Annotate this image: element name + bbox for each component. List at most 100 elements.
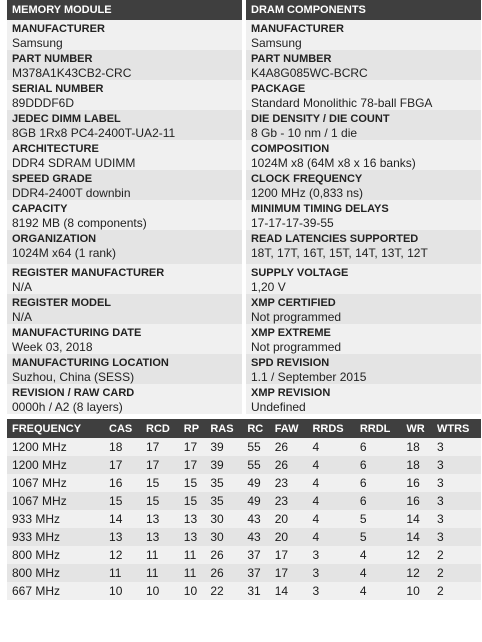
dram-components-field-value: 1.1 / September 2015 [251,370,367,384]
timing-cell: 4 [307,438,355,456]
timing-cell: 17 [178,456,206,474]
dram-components-field: MINIMUM TIMING DELAYS 17-17-17-39-55 [246,200,481,230]
timing-row: 800 MHz 12 11 11 26 37 17 3 4 12 2 [7,546,481,564]
memory-module-field: MANUFACTURING LOCATION Suzhou, China (SES… [7,354,242,384]
timing-cell: 3 [431,456,481,474]
memory-module-field-label: SERIAL NUMBER [12,83,104,95]
timing-cell: 800 MHz [7,564,105,582]
timing-cell: 39 [205,438,243,456]
timing-cell: 3 [307,546,355,564]
timing-row: 1200 MHz 18 17 17 39 55 26 4 6 18 3 [7,438,481,456]
timing-cell: 15 [178,492,206,510]
dram-components-field-label: DIE DENSITY / DIE COUNT [251,113,390,125]
memory-module-heading: MEMORY MODULE [7,0,242,20]
dram-components-field-value: 18T, 17T, 16T, 15T, 14T, 13T, 12T [251,246,428,260]
memory-module-field-label: PART NUMBER [12,53,93,65]
dram-components-field: XMP EXTREME Not programmed [246,324,481,354]
dram-components-field-label: XMP EXTREME [251,327,331,339]
dram-components-field: COMPOSITION 1024M x8 (64M x8 x 16 banks) [246,140,481,170]
timing-cell: 35 [205,492,243,510]
timing-cell: 4 [307,474,355,492]
timing-cell: 2 [431,564,481,582]
memory-module-field: SERIAL NUMBER 89DDDF6D [7,80,242,110]
memory-module-field-value: M378A1K43CB2-CRC [12,66,132,80]
timing-cell: 30 [205,510,243,528]
timing-row: 933 MHz 14 13 13 30 43 20 4 5 14 3 [7,510,481,528]
timing-cell: 14 [401,528,432,546]
timing-cell: 13 [141,510,179,528]
timing-cell: 14 [104,510,141,528]
timing-cell: 43 [242,528,270,546]
dram-components-field-value: 1,20 V [251,280,286,294]
memory-module-field-value: Week 03, 2018 [12,340,93,354]
dram-components-field: XMP REVISION Undefined [246,384,481,414]
timing-cell: 4 [307,528,355,546]
timing-cell: 49 [242,474,270,492]
timing-row: 667 MHz 10 10 10 22 31 14 3 4 10 2 [7,582,481,600]
memory-module-field: MANUFACTURER Samsung [7,20,242,50]
dram-components-field-value: K4A8G085WC-BCRC [251,66,368,80]
dram-components-field: SPD REVISION 1.1 / September 2015 [246,354,481,384]
dram-components-field-value: 8 Gb - 10 nm / 1 die [251,126,358,140]
timing-cell: 11 [104,564,141,582]
timing-cell: 11 [141,546,179,564]
timing-cell: 17 [269,564,308,582]
spd-info-panel: MEMORY MODULE MANUFACTURER Samsung PART NU… [7,0,481,600]
dram-components-field: XMP CERTIFIED Not programmed [246,294,481,324]
memory-module-field: REGISTER MANUFACTURER N/A [7,264,242,294]
timing-column-header: WTRS [431,419,481,438]
timing-column-header: CAS [104,419,141,438]
timing-cell: 1067 MHz [7,474,105,492]
timing-column-header: RRDL [354,419,402,438]
timing-cell: 667 MHz [7,582,105,600]
memory-module-field-value: N/A [12,280,33,294]
timing-cell: 17 [178,438,206,456]
memory-module-field: PART NUMBER M378A1K43CB2-CRC [7,50,242,80]
timing-cell: 1067 MHz [7,492,105,510]
dram-components-field-label: MINIMUM TIMING DELAYS [251,203,389,215]
timing-cell: 10 [141,582,179,600]
timing-column-header: RAS [205,419,243,438]
timing-cell: 17 [104,456,141,474]
timing-cell: 3 [431,510,481,528]
memory-module-field: REGISTER MODEL N/A [7,294,242,324]
timing-cell: 15 [104,492,141,510]
timing-cell: 3 [307,564,355,582]
timing-table: FREQUENCY CAS RCD RP RAS RC FAW RRDS RRDL WR WTRS … [7,419,481,600]
dram-components-field-label: SUPPLY VOLTAGE [251,267,349,279]
dram-components-field-value: 1024M x8 (64M x8 x 16 banks) [251,156,416,170]
timing-cell: 3 [431,528,481,546]
timing-cell: 10 [401,582,432,600]
timing-cell: 49 [242,492,270,510]
timing-column-header: FREQUENCY [7,419,105,438]
dram-components-field: PART NUMBER K4A8G085WC-BCRC [246,50,481,80]
dram-components-field: DIE DENSITY / DIE COUNT 8 Gb - 10 nm / 1 … [246,110,481,140]
timing-cell: 13 [104,528,141,546]
memory-module-field: CAPACITY 8192 MB (8 components) [7,200,242,230]
dram-components-field: SUPPLY VOLTAGE 1,20 V [246,264,481,294]
timing-column-header: RP [178,419,206,438]
dram-components-field-value: Not programmed [251,310,342,324]
timing-cell: 11 [178,546,206,564]
timing-cell: 3 [307,582,355,600]
timing-cell: 26 [205,546,243,564]
memory-module-field-value: 1024M x64 (1 rank) [12,246,117,260]
memory-module-field-label: REGISTER MODEL [12,297,112,309]
memory-module-field-label: ORGANIZATION [12,233,97,245]
timing-cell: 23 [269,492,308,510]
timing-cell: 16 [401,492,432,510]
memory-module-field-label: MANUFACTURING LOCATION [12,357,169,369]
memory-module-field-label: JEDEC DIMM LABEL [12,113,121,125]
timing-cell: 13 [178,528,206,546]
timing-cell: 1200 MHz [7,456,105,474]
timing-cell: 6 [354,456,402,474]
timing-cell: 3 [431,438,481,456]
timing-cell: 800 MHz [7,546,105,564]
memory-module-field: ARCHITECTURE DDR4 SDRAM UDIMM [7,140,242,170]
memory-module-field-value: DDR4-2400T downbin [12,186,131,200]
timing-table-body: 1200 MHz 18 17 17 39 55 26 4 6 18 3 1200 MHz 17 17 17 3… [7,438,481,600]
memory-module-field-label: ARCHITECTURE [12,143,99,155]
dram-components-field-value: Undefined [251,400,306,414]
timing-cell: 12 [104,546,141,564]
timing-cell: 4 [307,456,355,474]
